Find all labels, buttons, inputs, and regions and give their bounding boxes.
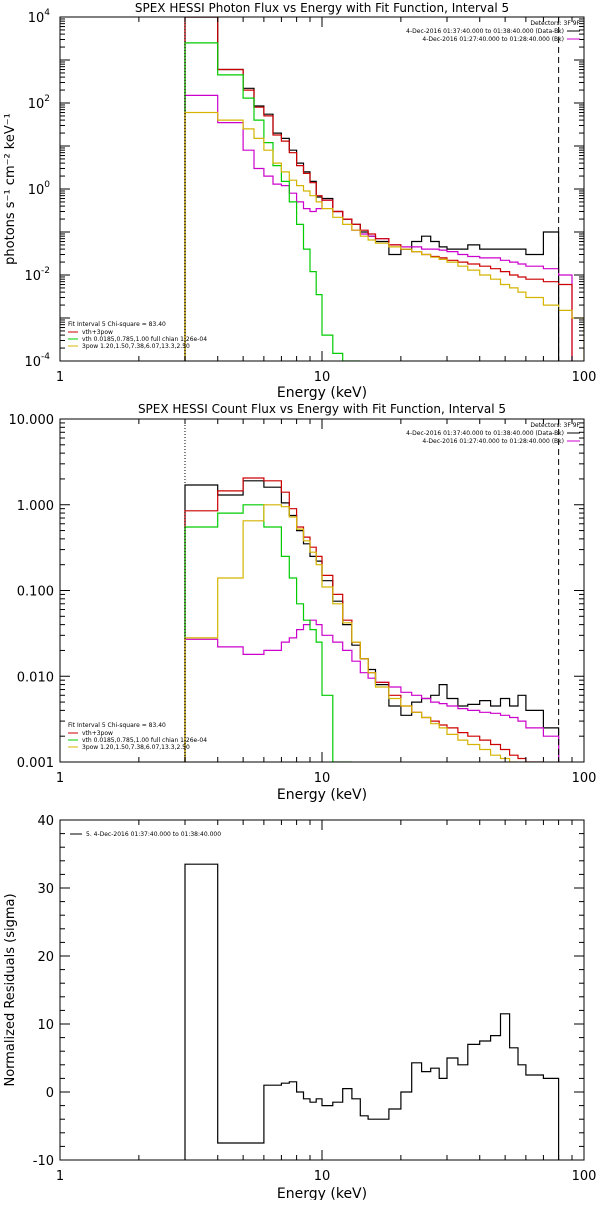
y-axis-label: photons s⁻¹ cm⁻² keV⁻¹ (3, 113, 18, 265)
series-vth (184, 42, 361, 361)
photon-flux-panel: 1 10 100 10-4 10-2 100 102 104 SPEX HESSI Photon… (3, 1, 596, 401)
y-tick-label: 10-2 (24, 266, 50, 284)
x-tick-label: 10 (314, 771, 331, 786)
legend-entry: 4-Dec-2016 01:37:40.000 to 01:38:40.000 … (406, 430, 564, 437)
y-tick-label: 100 (28, 180, 51, 198)
x-tick-label: 100 (572, 370, 597, 385)
x-axis-label: Energy (keV) (277, 385, 367, 401)
y-tick-label: 0.010 (17, 670, 54, 685)
x-tick-label: 1 (56, 1169, 64, 1184)
series-data-bk (184, 480, 560, 762)
legend-header: Fit Interval 5 Chi-square = 83.40 (68, 321, 166, 328)
legend-header: Fit Interval 5 Chi-square = 83.40 (68, 722, 166, 729)
y-tick-label: 40 (37, 814, 54, 829)
y-tick-label: 102 (28, 94, 50, 112)
series-vth-3pow (184, 477, 544, 762)
legend-entry: vth+3pow (82, 329, 113, 336)
chart-title: SPEX HESSI Photon Flux vs Energy with Fi… (135, 1, 509, 15)
legend-entry: 4-Dec-2016 01:37:40.000 to 01:38:40.000 … (406, 28, 564, 35)
y-tick-label: 20 (37, 950, 54, 965)
series-3pow (184, 504, 518, 762)
chart-title: SPEX HESSI Count Flux vs Energy with Fit… (138, 402, 506, 416)
series-vth-3pow (184, 17, 573, 361)
legend-entry: vth 0.0185,0.785,1.00 full chian 1.26e-0… (82, 737, 207, 744)
x-tick-label: 1 (56, 370, 64, 385)
y-tick-label: 0.100 (17, 585, 54, 600)
y-tick-label: -10 (33, 1154, 54, 1169)
legend-header: Detectors: 3F 9F (530, 20, 580, 27)
series-3pow (184, 111, 584, 361)
legend-entry: 3pow 1.20,1.50,7.38,6.07,13.3,2.50 (82, 744, 190, 751)
series-residuals (184, 863, 560, 1160)
series-bk (184, 619, 560, 762)
x-tick-label: 100 (572, 1169, 597, 1184)
series-vth (184, 504, 352, 762)
y-tick-label: 10-4 (24, 352, 50, 370)
y-tick-label: 10 (37, 1018, 54, 1033)
x-tick-label: 10 (314, 1169, 331, 1184)
legend-entry: 5. 4-Dec-2016 01:37:40.000 to 01:38:40.0… (86, 831, 221, 838)
y-axis-label: Normalized Residuals (sigma) (3, 893, 18, 1086)
residuals-panel: 1 10 100 -10 0 10 20 30 40 Energy (keV) Normalized… (3, 814, 597, 1202)
x-tick-label: 100 (572, 771, 597, 786)
plot-frame (59, 819, 585, 1161)
count-flux-panel: 1 10 100 0.001 0.010 0.100 1.000 10.000 SPEX HES… (9, 402, 597, 803)
legend-entry: 4-Dec-2016 01:27:40.000 to 01:28:40.000 … (422, 438, 564, 445)
legend-header: Detectors: 3F 9F (530, 422, 580, 429)
y-tick-label: 0.001 (17, 756, 54, 771)
y-tick-label: 104 (28, 8, 51, 26)
x-tick-label: 1 (56, 771, 64, 786)
legend-entry: 3pow 1.20,1.50,7.38,6.07,13.3,2.50 (82, 343, 190, 350)
x-tick-label: 10 (314, 370, 331, 385)
y-tick-label: 10.000 (9, 413, 55, 428)
x-axis-label: Energy (keV) (277, 1186, 367, 1200)
plot-frame (59, 418, 585, 763)
y-tick-label: 30 (37, 882, 54, 897)
y-tick-label: 0 (46, 1086, 54, 1101)
series-bk (184, 94, 573, 361)
y-tick-label: 1.000 (17, 499, 54, 514)
legend-entry: 4-Dec-2016 01:27:40.000 to 01:28:40.000 … (422, 36, 564, 43)
legend-entry: vth 0.0185,0.785,1.00 full chian 1.26e-0… (82, 336, 207, 343)
legend-entry: vth+3pow (82, 730, 113, 737)
series-data-bk (184, 17, 560, 361)
x-axis-label: Energy (keV) (277, 787, 367, 803)
